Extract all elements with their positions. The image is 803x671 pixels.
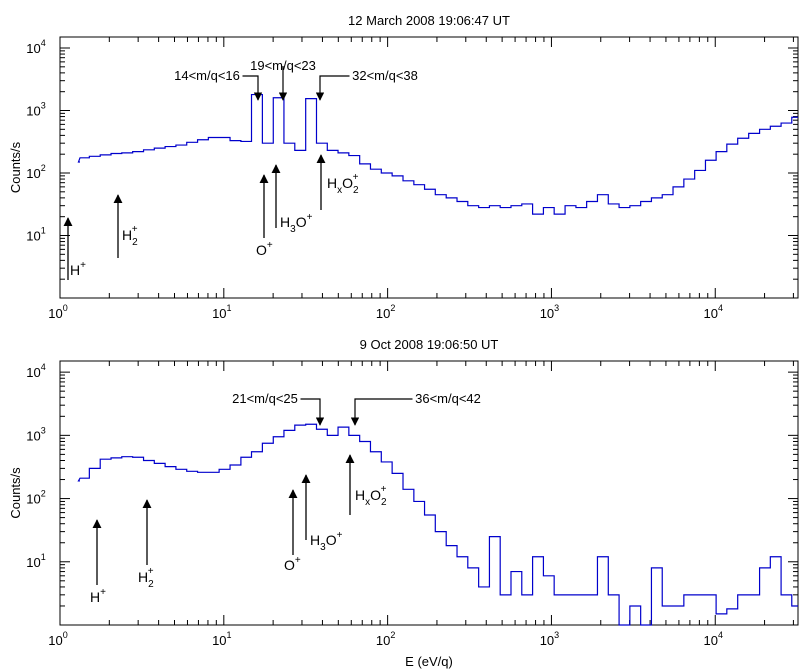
mass-range-label: 36<m/q<42	[415, 391, 481, 406]
x-tick-label: 104	[704, 303, 723, 321]
ion-label: HxO2+	[355, 484, 387, 508]
x-tick-label: 100	[48, 303, 67, 321]
ion-label: H3O+	[310, 530, 343, 553]
panel-1: 12 March 2008 19:06:47 UT Counts/s 100 101 1…	[8, 13, 799, 321]
x-tick-label: 102	[376, 303, 395, 321]
mass-range-arrow	[350, 398, 413, 426]
ion-label: H+	[70, 260, 86, 278]
y-tick-label: 103	[26, 425, 45, 443]
x-axis-label: E (eV/q)	[405, 654, 453, 669]
mass-range-arrow	[315, 75, 350, 101]
plot-frame	[59, 360, 799, 626]
ion-label: HxO2+	[327, 172, 359, 196]
y-tick-label: 102	[26, 489, 45, 507]
mass-range-arrow	[242, 75, 263, 101]
y-axis-label: Counts/s	[8, 467, 23, 519]
ion-label: O+	[256, 240, 273, 258]
ion-label: O+	[284, 555, 301, 573]
ion-label: H+	[90, 587, 106, 605]
y-axis-label: Counts/s	[8, 141, 23, 193]
y-tick-label: 101	[26, 552, 45, 570]
y-tick-label: 103	[26, 101, 45, 119]
mass-range-label: 32<m/q<38	[352, 68, 418, 83]
x-tick-label: 102	[376, 630, 395, 648]
panel-2: 9 Oct 2008 19:06:50 UT Counts/s E (eV/q) 10…	[8, 337, 799, 669]
data-series-line	[77, 423, 798, 626]
mass-range-label: 19<m/q<23	[250, 58, 316, 73]
chart-title: 12 March 2008 19:06:47 UT	[348, 13, 510, 28]
ion-label: H2+	[122, 224, 138, 248]
y-tick-label: 104	[26, 362, 45, 380]
x-tick-label: 100	[48, 630, 67, 648]
y-tick-label: 101	[26, 226, 45, 244]
mass-range-arrow	[300, 398, 325, 426]
x-tick-label: 101	[212, 630, 231, 648]
plot-frame	[59, 36, 799, 299]
chart-title: 9 Oct 2008 19:06:50 UT	[360, 337, 499, 352]
y-tick-label: 104	[26, 38, 45, 56]
ion-label: H3O+	[280, 212, 313, 235]
x-tick-label: 103	[540, 630, 559, 648]
data-series-line	[77, 93, 798, 215]
x-tick-label: 104	[704, 630, 723, 648]
x-tick-label: 101	[212, 303, 231, 321]
ion-label: H2+	[138, 566, 154, 590]
x-tick-label: 103	[540, 303, 559, 321]
mass-range-label: 14<m/q<16	[174, 68, 240, 83]
mass-range-label: 21<m/q<25	[232, 391, 298, 406]
y-tick-label: 102	[26, 163, 45, 181]
